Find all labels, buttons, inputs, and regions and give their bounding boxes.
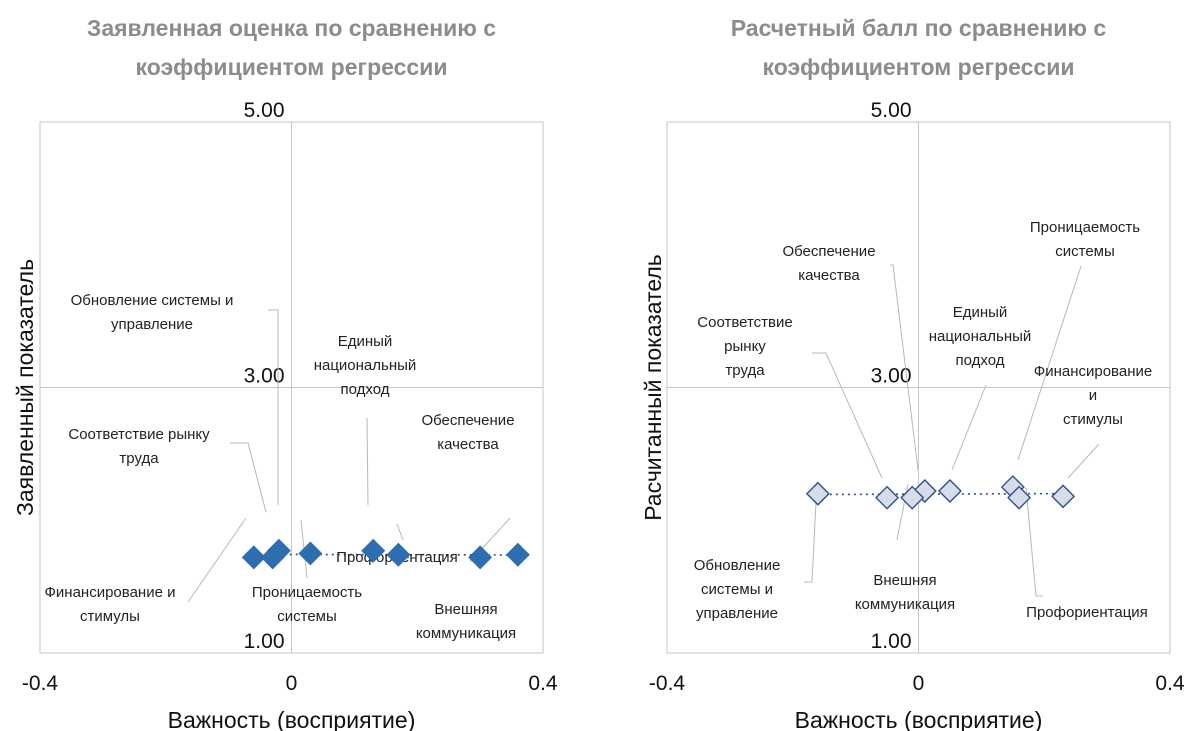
x-axis-label: Важность (восприятие) (168, 707, 416, 731)
leader-line (812, 352, 883, 479)
y-tick-label: 5.00 (871, 99, 912, 122)
chart-title-line: коэффициентом регрессии (136, 54, 448, 80)
leader-line (890, 264, 919, 471)
data-label: национальный (314, 357, 417, 374)
data-label: коммуникация (855, 596, 955, 613)
data-label: качества (437, 436, 499, 453)
data-label: Финансирование (1034, 363, 1152, 380)
chart-panel-1: Заявленная оценка по сравнению с коэффици… (12, 15, 558, 731)
data-label: Обновление (694, 557, 781, 574)
data-point-marker (468, 545, 493, 570)
data-point-marker (1051, 484, 1076, 509)
chart-panel-2: Расчетный балл по сравнению с коэффициент… (640, 15, 1185, 731)
data-label: качества (798, 267, 860, 284)
leader-line (1017, 265, 1082, 461)
data-label: и (1089, 387, 1097, 404)
leader-line (366, 417, 369, 506)
data-point-marker (505, 542, 530, 567)
data-point-marker (298, 541, 323, 566)
data-point-marker (1007, 485, 1032, 510)
x-tick-label: -0.4 (649, 672, 686, 695)
x-axis-label: Важность (восприятие) (795, 707, 1043, 731)
data-point-marker (875, 485, 900, 510)
x-tick-label: 0 (286, 672, 298, 695)
data-label: Обновление системы и (71, 292, 234, 309)
data-point-marker (260, 545, 285, 570)
data-label: подход (956, 352, 1005, 369)
data-point-marker (386, 542, 411, 567)
x-tick-label: 0.4 (1155, 672, 1185, 695)
data-label: системы и (701, 581, 773, 598)
leader-line (951, 384, 987, 471)
data-label: национальный (929, 328, 1032, 345)
leader-line (187, 517, 247, 603)
data-label: системы (1055, 243, 1115, 260)
leader-line (268, 309, 279, 505)
chart-title-line: коэффициентом регрессии (763, 54, 1075, 80)
y-axis-label: Расчитанный показатель (640, 254, 666, 521)
data-point-marker (361, 538, 386, 563)
y-axis-label: Заявленный показатель (12, 259, 38, 516)
data-label: стимулы (80, 608, 140, 625)
data-label: Профориентация (1026, 604, 1148, 621)
leader-line (396, 523, 404, 541)
data-label: Обеспечение (421, 412, 514, 429)
data-label: Проницаемость (252, 584, 362, 601)
data-point-marker (937, 479, 962, 504)
data-point-marker (900, 485, 925, 510)
data-label: управление (696, 605, 778, 622)
x-tick-label: 0 (913, 672, 925, 695)
leader-line (804, 481, 818, 583)
leader-line (1067, 443, 1100, 479)
data-label: стимулы (1063, 411, 1123, 428)
data-label: управление (111, 316, 193, 333)
data-label: Обеспечение (782, 243, 875, 260)
y-tick-label: 1.00 (871, 630, 912, 653)
data-point-marker (241, 545, 266, 570)
data-label: труда (725, 362, 765, 379)
data-point-marker (805, 481, 830, 506)
data-label: Проницаемость (1030, 219, 1140, 236)
data-label: Единый (953, 304, 1008, 321)
data-label: коммуникация (416, 625, 516, 642)
x-tick-label: 0.4 (528, 672, 558, 695)
data-label: Финансирование и (45, 584, 176, 601)
y-tick-label: 1.00 (244, 630, 285, 653)
y-tick-label: 3.00 (244, 365, 285, 388)
leader-line (230, 442, 267, 513)
data-label: Внешняя (434, 601, 497, 618)
data-label: Единый (338, 333, 393, 350)
x-tick-label: -0.4 (22, 672, 59, 695)
data-label: Соответствие (697, 314, 792, 331)
chart-title-line: Заявленная оценка по сравнению с (87, 15, 496, 41)
data-label: труда (119, 450, 159, 467)
chart-title-line: Расчетный балл по сравнению с (731, 15, 1107, 41)
leader-line (1025, 487, 1043, 597)
y-tick-label: 5.00 (244, 99, 285, 122)
data-label: рынку (724, 338, 766, 355)
data-label: Внешняя (873, 572, 936, 589)
data-label: Соответствие рынку (68, 426, 210, 443)
trendline (253, 553, 518, 556)
data-label: подход (341, 381, 390, 398)
y-tick-label: 3.00 (871, 365, 912, 388)
data-label: системы (277, 608, 337, 625)
